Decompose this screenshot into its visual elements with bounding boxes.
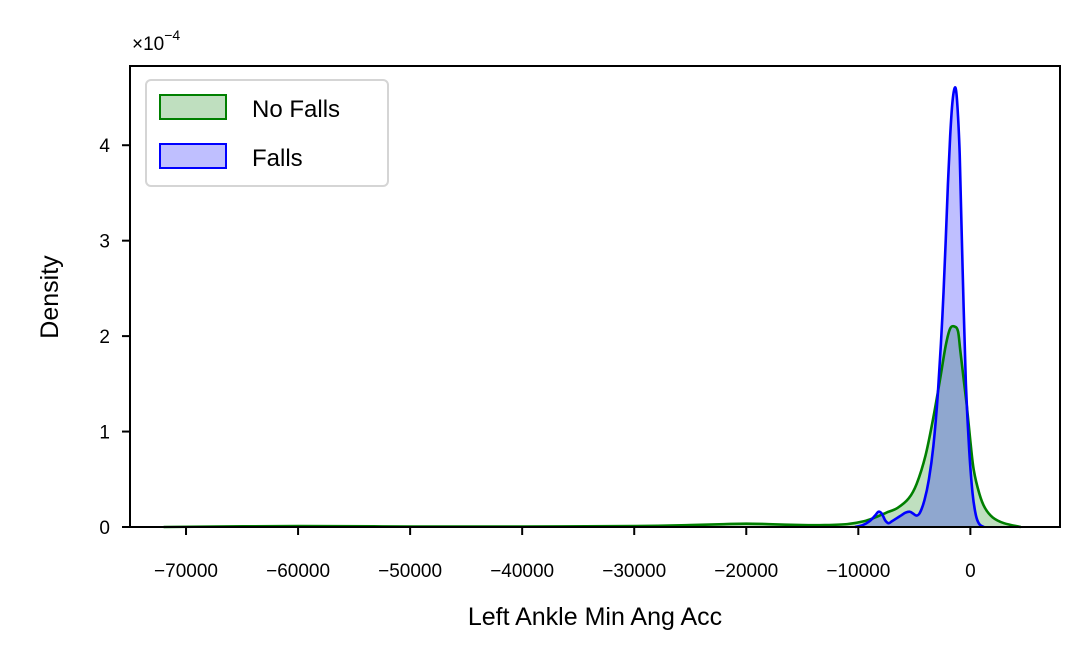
y-tick-label: 1 [99,423,110,444]
x-tick-label: −40000 [490,561,554,582]
density-lines [163,86,1022,529]
density-area-no-falls [163,326,1021,527]
x-axis-ticks: −70000 −60000 −50000 −40000 −30000 −20000 −100… [154,527,976,582]
x-tick-label: 0 [965,561,976,582]
x-tick-label: −50000 [378,561,442,582]
x-tick-label: −30000 [602,561,666,582]
legend-swatch-falls [159,143,227,169]
x-tick-label: −20000 [714,561,778,582]
y-tick-label: 3 [99,232,110,253]
x-tick-label: −70000 [154,561,218,582]
x-tick-label: −10000 [826,561,890,582]
y-tick-label: 2 [99,327,110,348]
density-line-falls [854,86,985,529]
density-area-falls [854,87,984,527]
legend: No Falls Falls [145,79,389,187]
y-axis-ticks: 0 1 2 3 4 [99,136,130,539]
legend-label-no-falls: No Falls [252,96,340,123]
y-tick-label: 4 [99,136,110,157]
x-axis-label: Left Ankle Min Ang Acc [468,603,722,631]
y-axis-label: Density [36,255,64,339]
density-fills [163,87,1021,527]
legend-label-falls: Falls [252,145,303,172]
y-scale-factor: ×10−4 [132,27,180,55]
y-tick-label: 0 [99,518,110,539]
plot-frame [129,65,1061,528]
density-line-no-falls [163,324,1022,529]
legend-swatch-no-falls [159,94,227,120]
x-tick-label: −60000 [266,561,330,582]
